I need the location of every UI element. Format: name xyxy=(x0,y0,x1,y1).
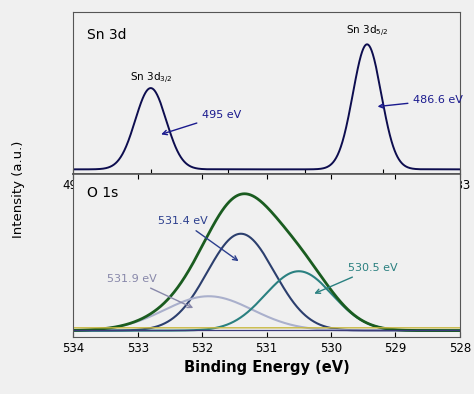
Text: 495 eV: 495 eV xyxy=(163,110,241,135)
Text: O 1s: O 1s xyxy=(87,186,118,200)
Text: Sn 3d$_{5/2}$: Sn 3d$_{5/2}$ xyxy=(346,24,389,39)
Text: Intensity (a.u.): Intensity (a.u.) xyxy=(12,140,25,238)
Text: 486.6 eV: 486.6 eV xyxy=(379,95,463,108)
Text: 530.5 eV: 530.5 eV xyxy=(316,263,398,293)
X-axis label: Binding Energy (eV): Binding Energy (eV) xyxy=(184,360,349,375)
Text: Sn 3d: Sn 3d xyxy=(87,28,127,42)
Text: Sn 3d$_{3/2}$: Sn 3d$_{3/2}$ xyxy=(130,71,173,85)
Text: 531.4 eV: 531.4 eV xyxy=(158,216,237,260)
Text: 531.9 eV: 531.9 eV xyxy=(107,274,192,307)
